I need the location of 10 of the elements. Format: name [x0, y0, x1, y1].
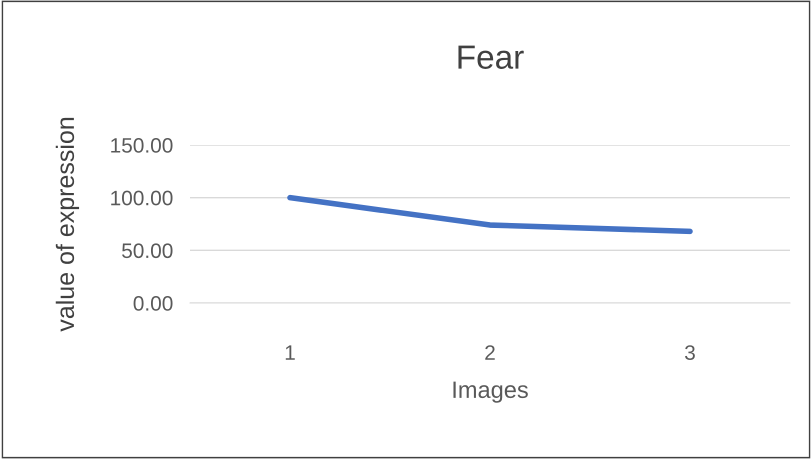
chart-title: Fear: [458, 46, 524, 69]
x-axis-title: Images: [453, 382, 528, 403]
y-tick-label: 50.00: [122, 243, 173, 258]
y-tick-label: 0.00: [134, 296, 173, 311]
y-axis-title: value of expression: [56, 118, 80, 332]
x-tick-label: 2: [485, 345, 495, 360]
x-tick-label: 1: [286, 345, 295, 360]
y-tick-label: 150.00: [111, 138, 173, 153]
x-tick-label: 3: [685, 345, 695, 360]
y-tick-label: 100.00: [111, 190, 173, 206]
